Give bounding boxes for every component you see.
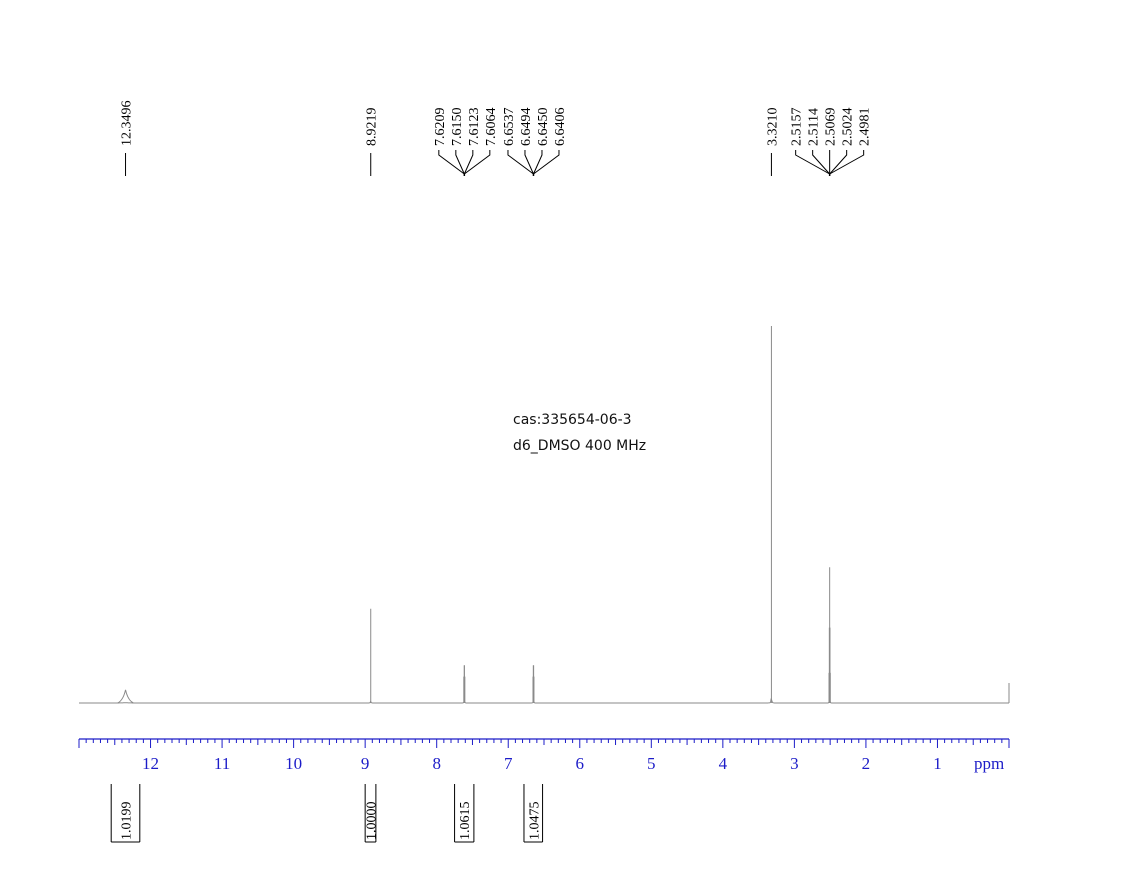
integral-layer: 1.0199 1.0000 1.0615 1.0475 [110, 784, 544, 843]
axis-tick-label: 5 [647, 754, 656, 773]
peak-label: 6.6450 [536, 108, 551, 147]
peak-label: 2.5069 [824, 108, 839, 147]
peak-label: 7.6123 [467, 108, 482, 146]
peak-label: 3.3210 [765, 108, 780, 147]
peak-label: 6.6406 [553, 108, 568, 147]
ppm-axis: 12 11 10 9 8 7 6 5 4 3 2 1 [78, 738, 1010, 773]
spectrum-baseline [79, 697, 1009, 704]
integral-label: 1.0475 [527, 802, 542, 841]
peak-label-leader [533, 150, 543, 175]
integral-label: 1.0615 [458, 802, 473, 841]
annotation-cas: cas:335654-06-3 [513, 412, 632, 428]
spectrum-peak [117, 689, 134, 704]
peak-label: 7.6150 [450, 108, 465, 147]
peak-label-layer: 12.3496 8.9219 7.6209 7.6150 7.6123 7.6064 6.6… [120, 101, 873, 176]
axis-tick-label: 4 [719, 754, 728, 773]
integral-bracket [110, 784, 141, 843]
axis-tick-label: 11 [214, 754, 230, 773]
peak-label-leader [455, 150, 465, 175]
peak-label: 2.5157 [790, 108, 805, 147]
integral-bracket [454, 784, 475, 843]
integral-label: 1.0199 [120, 802, 135, 841]
peak-label-leader [812, 150, 831, 175]
peak-label: 6.6537 [502, 108, 517, 147]
peak-label-leader [524, 150, 534, 175]
integral-bracket [523, 784, 544, 843]
peak-label: 2.5024 [841, 108, 856, 147]
peak-label-leader [829, 150, 848, 175]
peak-label-leader [438, 150, 465, 175]
axis-tick-label: 7 [504, 754, 513, 773]
axis-tick-label: 8 [432, 754, 441, 773]
axis-unit-label: ppm [974, 754, 1004, 773]
axis-tick-label: 12 [142, 754, 159, 773]
axis-tick-label: 10 [285, 754, 302, 773]
axis-tick-label: 1 [933, 754, 942, 773]
peak-label-leader [463, 150, 474, 175]
peak-label: 8.9219 [365, 108, 380, 147]
peak-label-leader [795, 150, 830, 175]
peak-label-leader [829, 150, 865, 175]
integral-bracket [364, 784, 377, 843]
peak-label-leader [533, 150, 560, 175]
peak-label: 2.4981 [858, 108, 873, 147]
integral-label: 1.0000 [365, 802, 380, 841]
peak-label: 12.3496 [120, 101, 135, 147]
peak-label: 2.5114 [807, 108, 822, 146]
peak-label: 7.6209 [433, 108, 448, 147]
axis-tick-label: 3 [790, 754, 799, 773]
peak-label-leader [507, 150, 534, 175]
axis-tick-label: 9 [361, 754, 370, 773]
axis-tick-label: 6 [576, 754, 585, 773]
annotation-solvent: d6_DMSO 400 MHz [513, 438, 646, 454]
peak-label: 6.6494 [519, 108, 534, 147]
peak-label: 7.6064 [484, 108, 499, 146]
axis-tick-label: 2 [862, 754, 871, 773]
spectrum-layer [79, 326, 1010, 704]
peak-label-leader [464, 150, 491, 175]
